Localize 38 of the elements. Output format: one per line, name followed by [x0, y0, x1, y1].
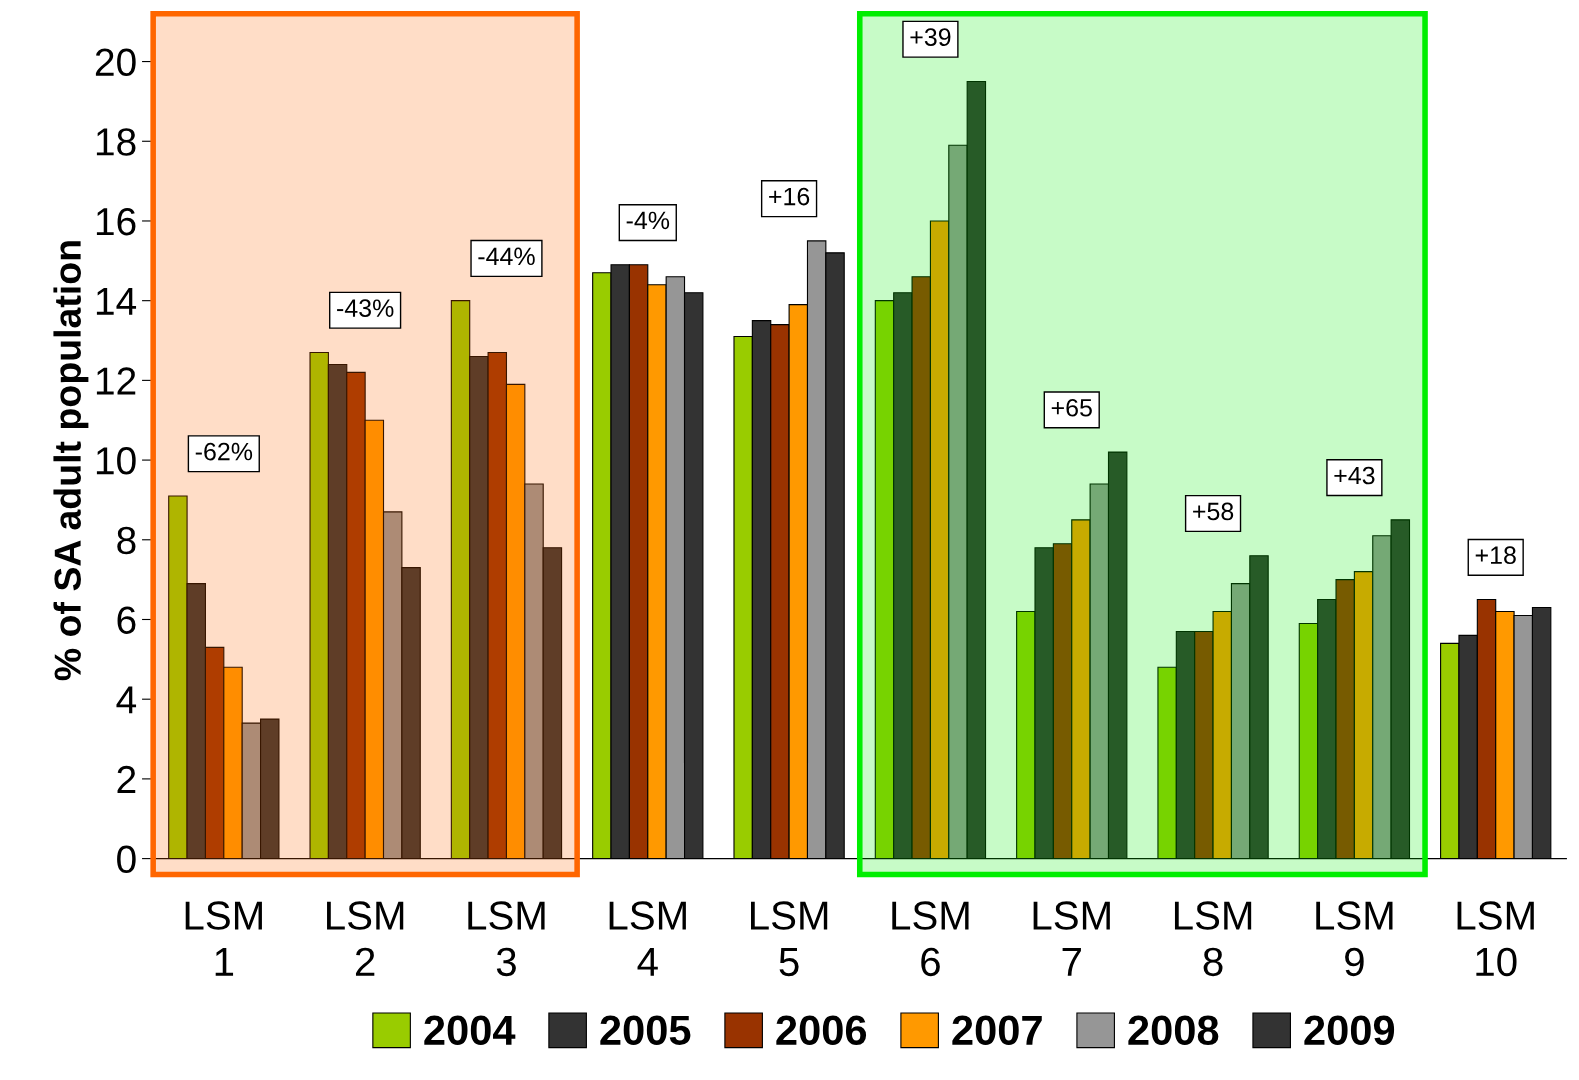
x-tick-label: LSM 10 — [1457, 901, 1534, 977]
annotation: +43 — [1334, 466, 1375, 485]
x-tick-label: LSM 4 — [609, 901, 686, 976]
y-tick-label: 16 — [96, 207, 136, 236]
y-tick-label: 12 — [96, 367, 136, 395]
y-tick-label: 20 — [95, 48, 136, 77]
y-tick-label: 0 — [117, 845, 136, 874]
x-tick-label: LSM 6 — [892, 901, 969, 977]
legend-label: 2008 — [1128, 1015, 1219, 1046]
legend-label: 2005 — [600, 1015, 691, 1046]
legend-label: 2004 — [424, 1015, 516, 1046]
y-tick-label: 6 — [117, 606, 136, 634]
annotation: +65 — [1051, 398, 1092, 417]
annotation: +18 — [1475, 546, 1516, 565]
annotation: -4% — [626, 211, 670, 230]
y-axis-title: % of SA adult population — [53, 241, 89, 681]
annotation: +16 — [769, 187, 810, 206]
annotation: -62% — [195, 442, 253, 461]
legend-label: 2009 — [1304, 1015, 1395, 1046]
legend-label: 2006 — [776, 1015, 867, 1046]
annotation: -43% — [337, 299, 394, 317]
x-tick-label: LSM 7 — [1033, 901, 1110, 976]
x-tick-label: LSM 2 — [327, 901, 404, 976]
annotation: +58 — [1193, 502, 1234, 521]
x-tick-label: LSM 3 — [468, 901, 545, 977]
x-tick-label: LSM 9 — [1316, 901, 1393, 977]
x-tick-label: LSM 1 — [185, 901, 262, 976]
y-tick-label: 4 — [116, 686, 137, 714]
legend-label: 2007 — [952, 1015, 1042, 1046]
y-tick-label: 8 — [117, 526, 136, 555]
text: +39 — [910, 28, 951, 46]
y-tick-label: 14 — [96, 288, 137, 315]
y-tick-label: 2 — [117, 765, 136, 793]
x-tick-label: LSM 5 — [751, 901, 828, 977]
x-tick-label: LSM 8 — [1174, 901, 1252, 977]
annotation: -44% — [478, 247, 535, 266]
y-tick-label: 18 — [96, 128, 136, 156]
y-tick-label: 10 — [96, 447, 136, 475]
